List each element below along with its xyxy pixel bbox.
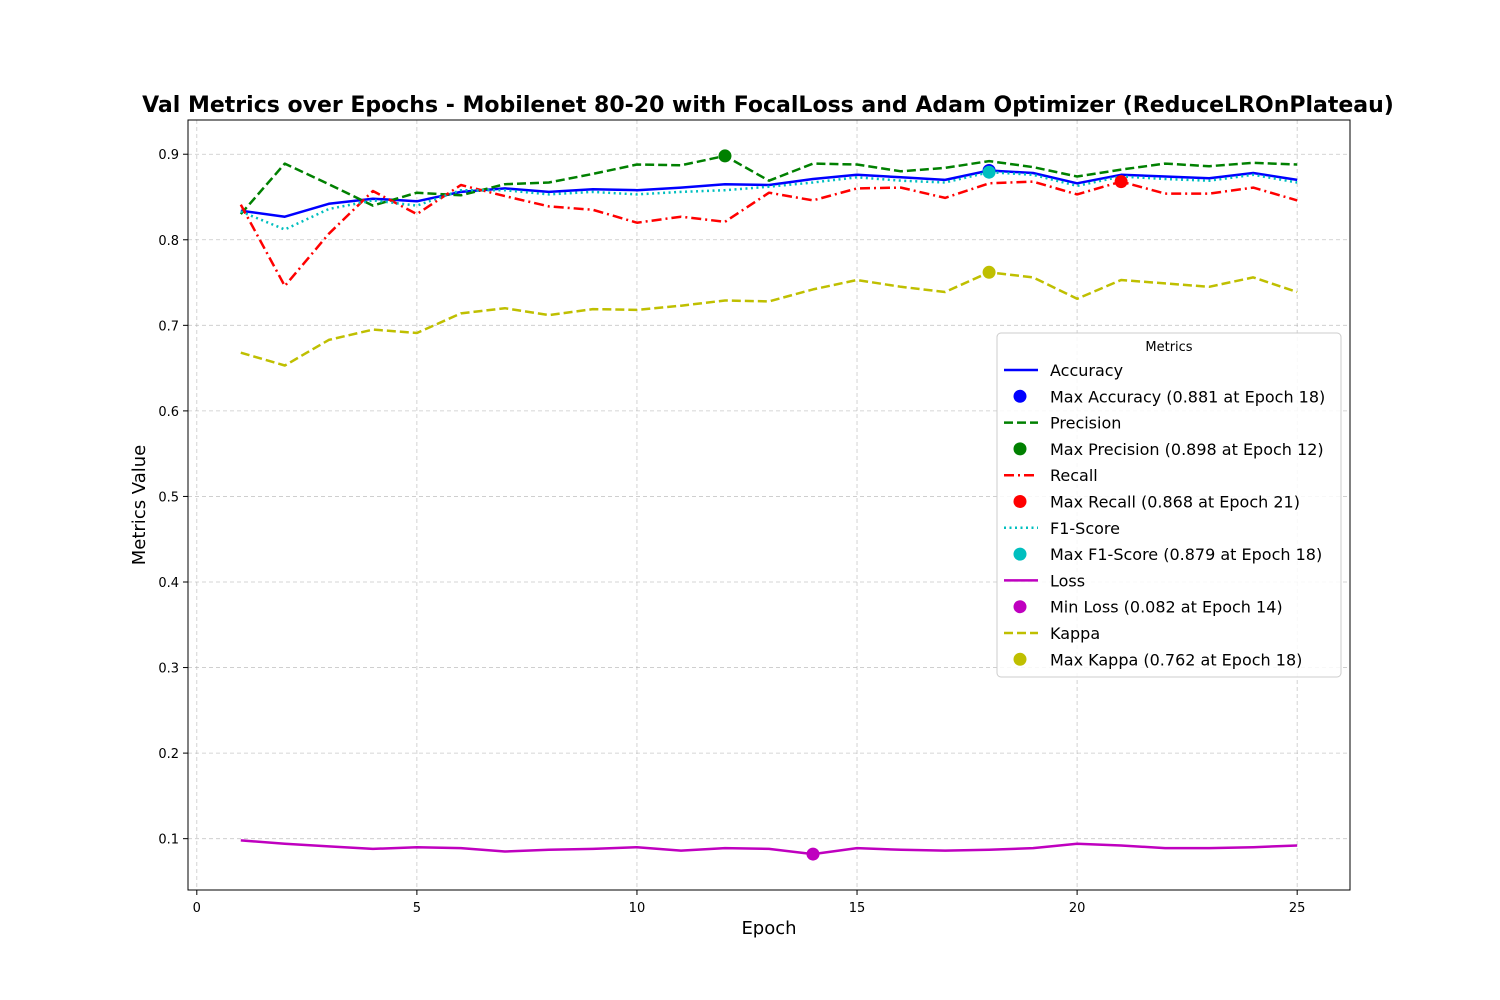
legend-entry-label: Loss <box>1050 571 1085 590</box>
grid <box>188 120 1350 890</box>
chart-title: Val Metrics over Epochs - Mobilenet 80-2… <box>142 93 1394 118</box>
legend-entry-label: Max Recall (0.868 at Epoch 21) <box>1050 493 1300 512</box>
extremum-marker-point <box>1114 175 1128 189</box>
legend-entry-label: Max Precision (0.898 at Epoch 12) <box>1050 440 1324 459</box>
y-tick-label: 0.7 <box>158 319 179 334</box>
y-tick-label: 0.6 <box>158 405 179 420</box>
extremum-marker-point <box>982 165 996 179</box>
y-axis-label: Metrics Value <box>129 445 150 566</box>
y-tick-label: 0.1 <box>158 833 179 848</box>
legend-entry-label: Max F1-Score (0.879 at Epoch 18) <box>1050 545 1322 564</box>
legend-marker-swatch <box>1013 442 1027 456</box>
legend-entry-label: F1-Score <box>1050 519 1120 538</box>
series-line-precision <box>239 154 1298 215</box>
x-tick-label: 10 <box>629 901 646 916</box>
extremum-markers <box>718 149 1128 861</box>
series-line-accuracy <box>240 169 1298 218</box>
legend-entry-label: Precision <box>1050 414 1121 433</box>
extremum-marker-point <box>982 265 996 279</box>
legend: Metrics Accuracy Max Accuracy (0.881 at E… <box>996 332 1342 678</box>
legend-marker-swatch <box>1013 652 1027 666</box>
legend-entry-label: Max Kappa (0.762 at Epoch 18) <box>1050 650 1302 669</box>
axis-ticks: 0 5 10 15 20 25 0.1 0.2 0.3 0.4 0.5 0.6 0.7 0.8 0.9 <box>158 148 1305 916</box>
x-tick-label: 0 <box>193 901 201 916</box>
legend-marker-swatch <box>1013 389 1027 403</box>
legend-marker-swatch <box>1013 495 1027 508</box>
y-tick-label: 0.4 <box>158 576 179 591</box>
legend-entry-label: Kappa <box>1050 624 1100 643</box>
x-axis-label: Epoch <box>741 918 796 939</box>
y-tick-label: 0.2 <box>158 747 179 762</box>
legend-marker-swatch <box>1013 547 1027 561</box>
x-tick-label: 20 <box>1069 901 1086 916</box>
y-tick-label: 0.9 <box>158 148 179 163</box>
plot-area-frame <box>187 119 1351 891</box>
series-line-kappa <box>240 271 1298 367</box>
legend-entry-label: Max Accuracy (0.881 at Epoch 18) <box>1050 387 1325 406</box>
series-line-recall <box>239 180 1298 288</box>
y-tick-label: 0.5 <box>158 490 179 505</box>
x-tick-label: 5 <box>413 901 421 916</box>
x-tick-label: 25 <box>1289 901 1306 916</box>
legend-entry-label: Min Loss (0.082 at Epoch 14) <box>1050 598 1283 617</box>
legend-entry-label: Accuracy <box>1050 361 1123 380</box>
legend-box <box>996 332 1342 678</box>
legend-title: Metrics <box>1145 340 1192 355</box>
extremum-marker-point <box>806 847 820 861</box>
x-tick-label: 15 <box>849 901 866 916</box>
extremum-marker-point <box>718 149 732 163</box>
legend-marker-swatch <box>1013 600 1027 614</box>
y-tick-label: 0.8 <box>158 234 179 249</box>
y-tick-label: 0.3 <box>158 662 179 677</box>
series-line-loss <box>240 839 1298 856</box>
legend-entry-label: Recall <box>1050 466 1098 485</box>
